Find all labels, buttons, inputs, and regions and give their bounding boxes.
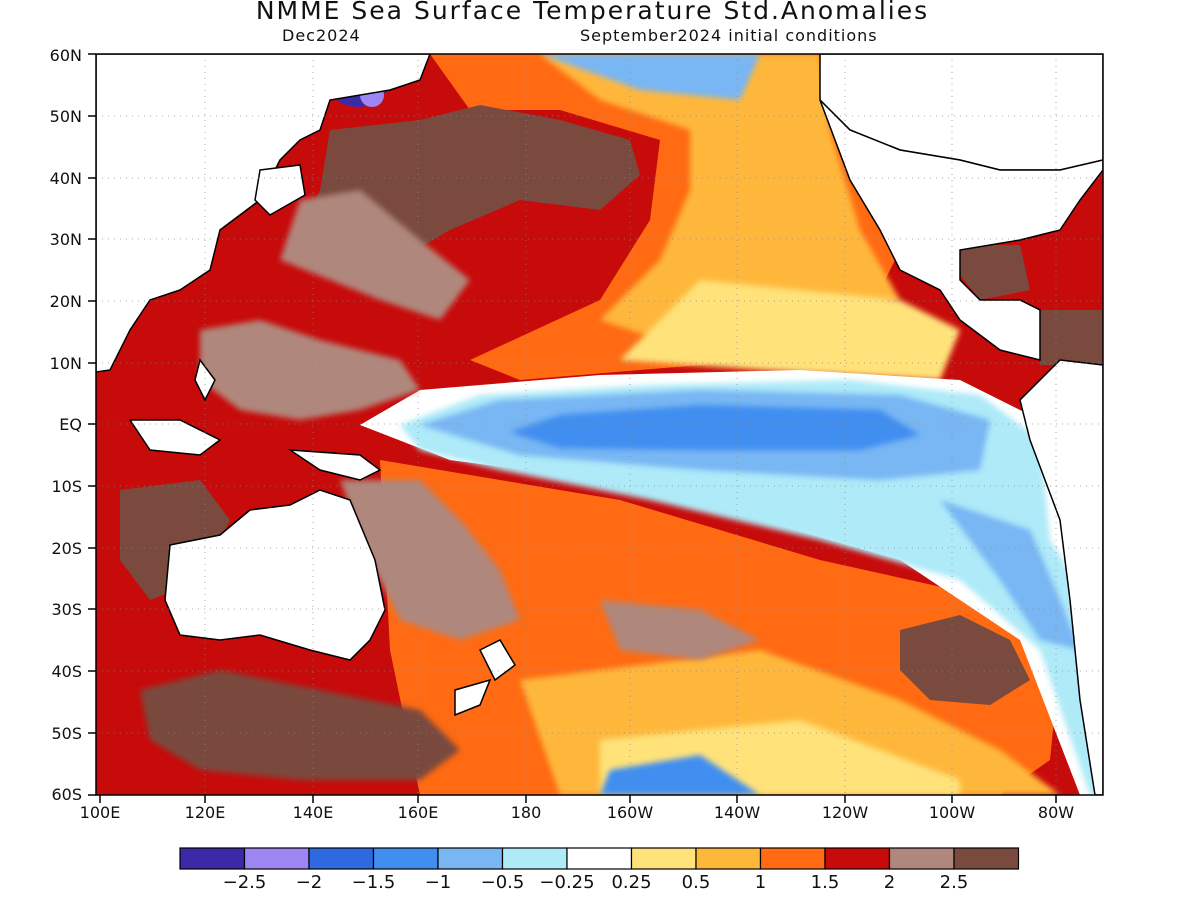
- map-title: NMME Sea Surface Temperature Std.Anomali…: [255, 0, 930, 25]
- strong-warm-coral-sea: [340, 480, 520, 640]
- strong-warm-maritime: [200, 320, 420, 420]
- colorbar-label: −1: [424, 872, 452, 893]
- extreme-warm-southeast-pacific: [900, 615, 1030, 705]
- cool-patch-east: [940, 500, 1080, 650]
- colorbar-label: −0.25: [539, 872, 595, 893]
- moderate-warm-north: [540, 54, 900, 340]
- land-masses: [96, 54, 1103, 795]
- new-zealand-north: [478, 639, 516, 682]
- colorbar: [179, 847, 1020, 870]
- colorbar-swatch: [630, 847, 697, 870]
- lon-label: 160E: [397, 803, 439, 822]
- extreme-warm-gulf-of-mexico: [960, 245, 1030, 300]
- lat-label: 30N: [49, 230, 82, 249]
- colorbar-label: 1: [754, 872, 767, 893]
- extreme-warm-southern-ocean: [140, 670, 460, 780]
- new-zealand-south: [454, 678, 492, 717]
- lat-label: 30S: [51, 600, 82, 619]
- lon-label: 120W: [821, 803, 869, 822]
- colorbar-swatch: [179, 847, 246, 870]
- colorbar-label: −2: [295, 872, 323, 893]
- strong-warm-south-pacific: [600, 600, 760, 660]
- lon-label: 100W: [928, 803, 976, 822]
- lat-label: 20S: [51, 539, 82, 558]
- colorbar-label: −2.5: [222, 872, 267, 893]
- lat-label: 10N: [49, 354, 82, 373]
- lon-label: 100E: [79, 803, 121, 822]
- lat-label: EQ: [59, 415, 82, 434]
- lat-label: 60S: [51, 785, 82, 804]
- lat-label: 40S: [51, 662, 82, 681]
- forecast-month: Dec2024: [282, 26, 361, 45]
- colorbar-label: 1.5: [810, 872, 840, 893]
- colorbar-label: 2.5: [939, 872, 969, 893]
- colorbar-swatch: [437, 847, 504, 870]
- cool-patch-north: [540, 54, 760, 100]
- lat-label: 10S: [51, 477, 82, 496]
- philippines: [194, 358, 216, 402]
- colorbar-swatch: [695, 847, 762, 870]
- colorbar-swatch: [759, 847, 826, 870]
- axis-ticks: [88, 53, 1057, 803]
- lat-label: 60N: [49, 46, 82, 65]
- borneo: [128, 419, 222, 456]
- lat-label: 50N: [49, 107, 82, 126]
- lat-label: 40N: [49, 169, 82, 188]
- extreme-warm-caribbean: [1040, 310, 1103, 365]
- australia: [164, 489, 386, 661]
- colorbar-swatch: [566, 847, 633, 870]
- lon-label: 140W: [713, 803, 761, 822]
- north-america: [819, 99, 1103, 361]
- slight-warm-subtropics: [620, 280, 960, 380]
- colorbar-swatch: [888, 847, 955, 870]
- colorbar-label: −0.5: [480, 872, 525, 893]
- new-guinea: [287, 449, 382, 481]
- initial-conditions: September2024 initial conditions: [580, 26, 878, 45]
- lon-label: 80W: [1037, 803, 1075, 822]
- colorbar-swatch: [501, 847, 568, 870]
- colorbar-swatch: [372, 847, 439, 870]
- colorbar-label: −1.5: [351, 872, 396, 893]
- colorbar-label: 2: [883, 872, 896, 893]
- lat-label: 50S: [51, 724, 82, 743]
- lon-label: 160W: [606, 803, 654, 822]
- lat-label: 20N: [49, 292, 82, 311]
- cold-tongue-core: [510, 405, 920, 450]
- lon-label: 120E: [184, 803, 226, 822]
- japan: [254, 164, 306, 216]
- strong-warm-kuroshio: [280, 190, 470, 320]
- lon-label: 140E: [292, 803, 334, 822]
- colorbar-swatch: [308, 847, 375, 870]
- colorbar-swatch: [824, 847, 891, 870]
- colorbar-swatch: [243, 847, 310, 870]
- colorbar-swatch: [953, 847, 1020, 870]
- south-america: [1019, 359, 1103, 795]
- cool-patch-south: [600, 755, 760, 795]
- colorbar-label: 0.5: [681, 872, 711, 893]
- colorbar-label: 0.25: [611, 872, 652, 893]
- anomaly-field: [96, 54, 1103, 795]
- lon-label: 180: [510, 803, 542, 822]
- cool-anomaly-zone: [400, 380, 1103, 795]
